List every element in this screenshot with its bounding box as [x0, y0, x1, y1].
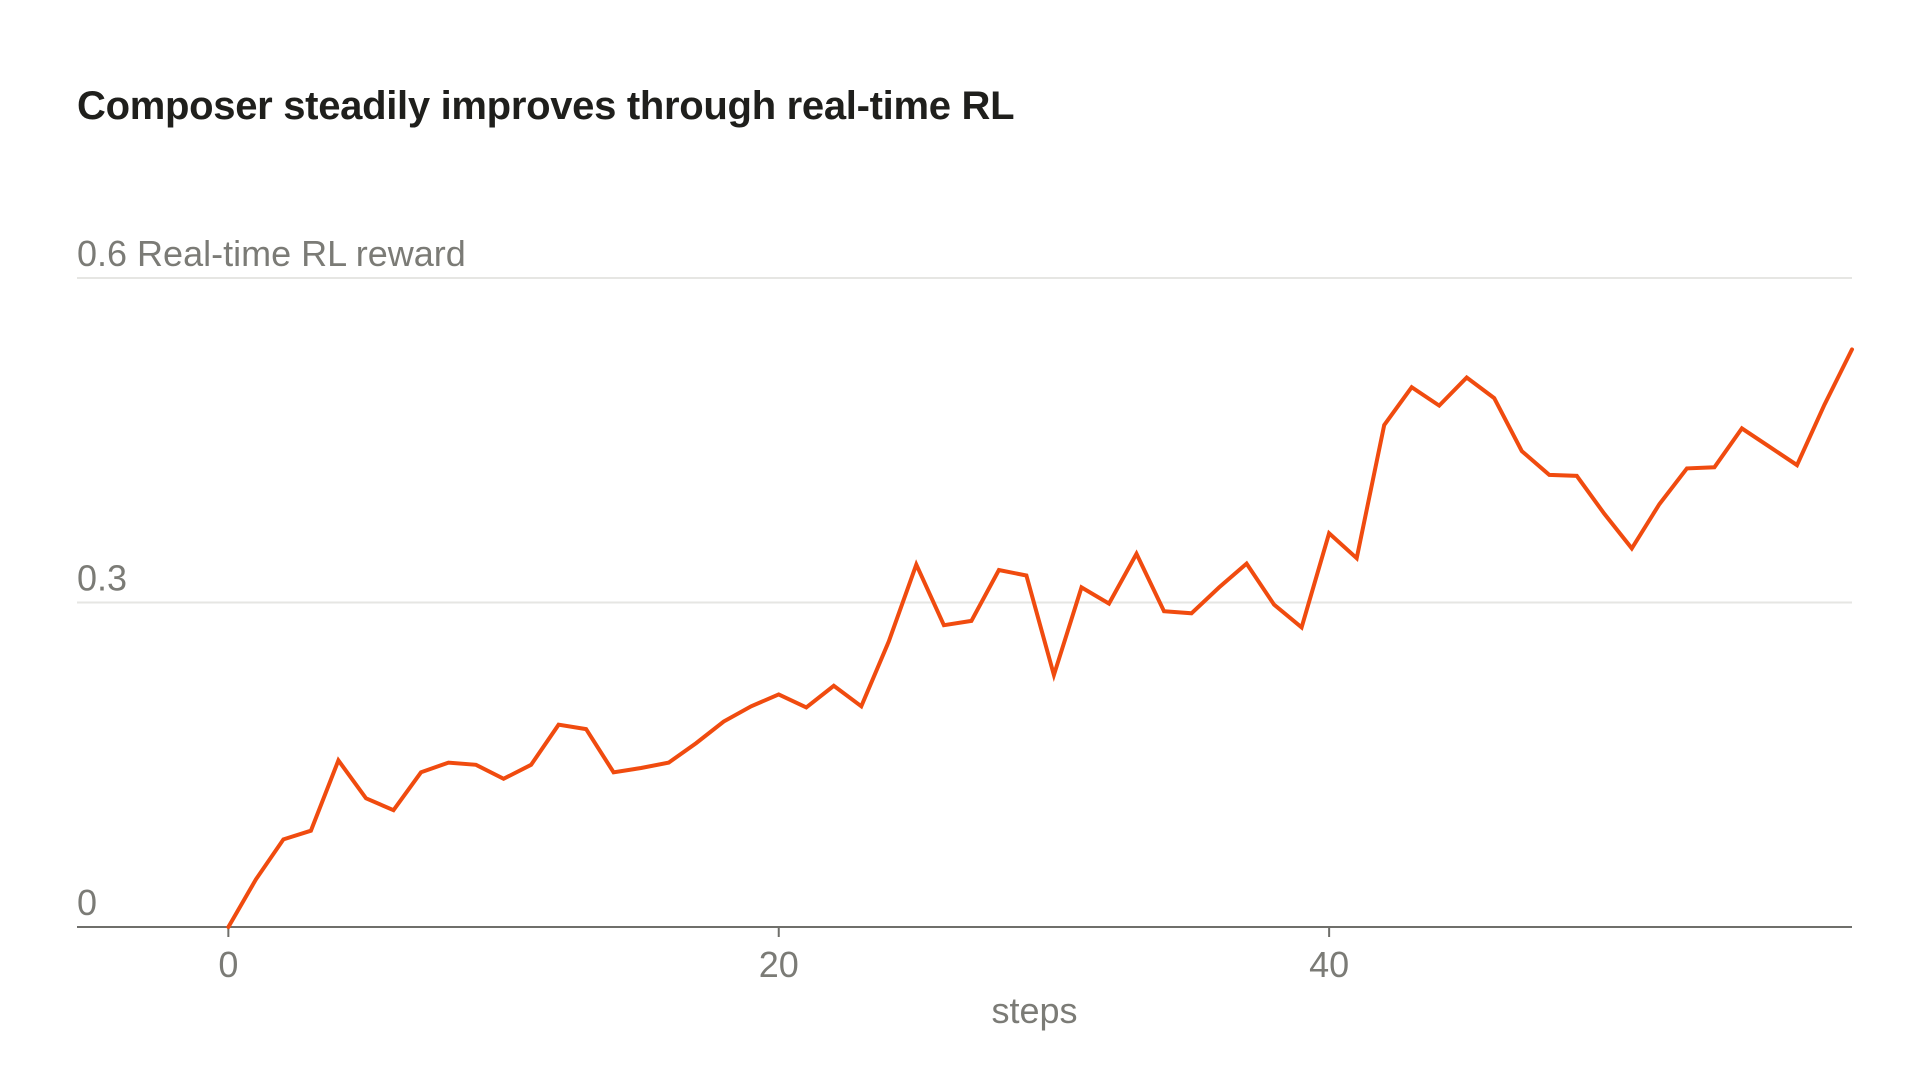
reward-line: [226, 347, 1854, 929]
y-tick-label: 0.3: [77, 558, 127, 599]
y-tick-label: 0.6 Real-time RL reward: [77, 233, 466, 274]
x-tick-label: 40: [1309, 944, 1349, 985]
x-tick-label: 0: [218, 944, 238, 985]
x-axis-label: steps: [991, 990, 1077, 1031]
chart-title: Composer steadily improves through real-…: [77, 84, 1015, 128]
y-tick-label: 0: [77, 882, 97, 923]
x-tick-label: 20: [759, 944, 799, 985]
